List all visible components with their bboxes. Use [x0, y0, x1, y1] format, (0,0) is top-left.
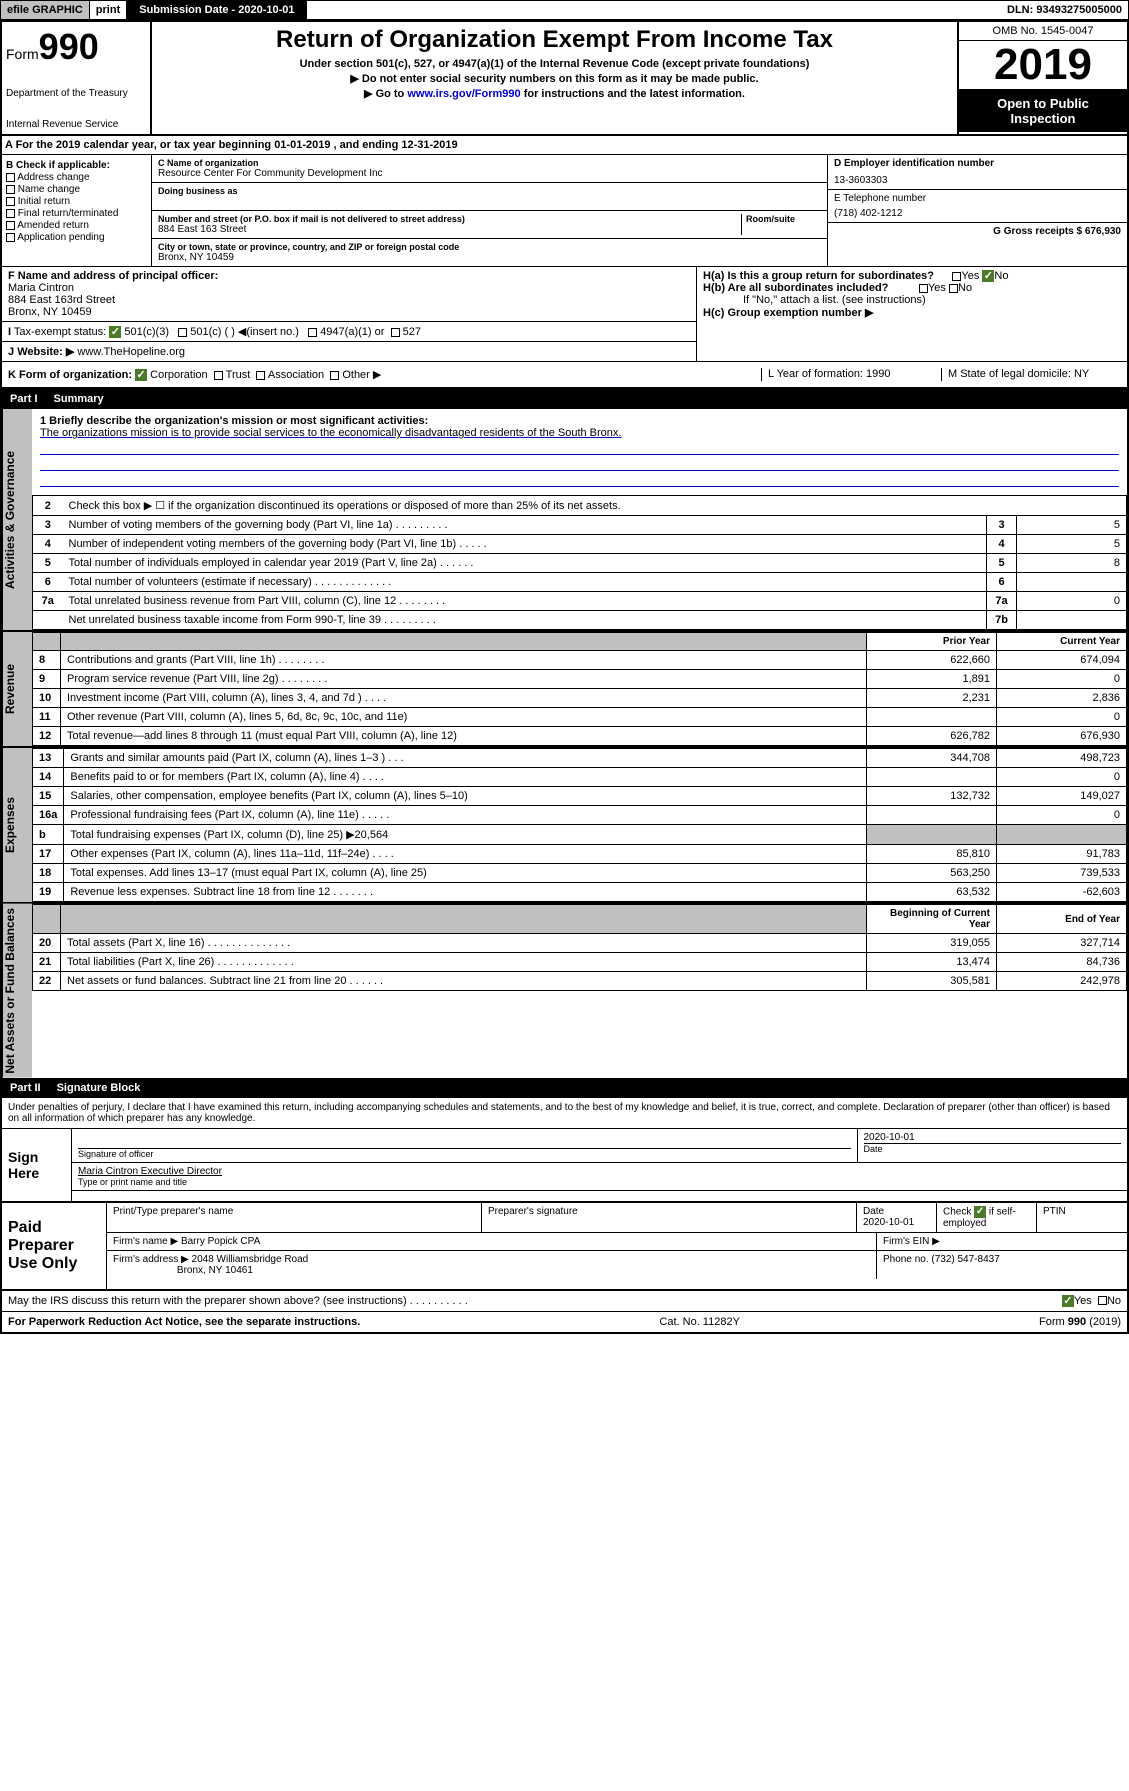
gross-receipts: G Gross receipts $ 676,930	[993, 226, 1121, 237]
paid-preparer-block: Paid Preparer Use Only Print/Type prepar…	[2, 1203, 1127, 1291]
paid-preparer-label: Paid Preparer Use Only	[2, 1203, 107, 1289]
side-label-expenses: Expenses	[2, 748, 32, 902]
sig-date: 2020-10-01	[864, 1132, 1122, 1143]
submission-date: Submission Date - 2020-10-01	[127, 1, 306, 19]
city-label: City or town, state or province, country…	[158, 242, 821, 252]
form-footer: For Paperwork Reduction Act Notice, see …	[2, 1312, 1127, 1332]
dept-label: Department of the Treasury	[6, 88, 146, 99]
subtitle-3: ▶ Go to www.irs.gov/Form990 for instruct…	[156, 87, 953, 100]
check-501c3-icon: ✓	[109, 326, 121, 338]
check-corporation-icon: ✓	[135, 369, 147, 381]
check-amended[interactable]: Amended return	[6, 220, 147, 231]
officer-printed-name: Maria Cintron Executive Director	[78, 1166, 1121, 1177]
top-bar: efile GRAPHIC print Submission Date - 20…	[0, 0, 1129, 20]
print-button[interactable]: print	[90, 1, 127, 19]
check-initial-return[interactable]: Initial return	[6, 196, 147, 207]
check-address-change[interactable]: Address change	[6, 172, 147, 183]
omb-number: OMB No. 1545-0047	[959, 22, 1127, 41]
firm-addr1: 2048 Williamsbridge Road	[192, 1254, 309, 1265]
firm-ein-label: Firm's EIN ▶	[877, 1233, 1127, 1250]
firm-phone: Phone no. (732) 547-8437	[877, 1251, 1127, 1279]
ein-value: 13-3603303	[834, 175, 1121, 186]
f-label: F Name and address of principal officer:	[8, 270, 218, 282]
street-value: 884 East 163 Street	[158, 224, 741, 235]
website-value[interactable]: www.TheHopeline.org	[77, 346, 185, 358]
firm-addr2: Bronx, NY 10461	[177, 1265, 253, 1276]
preparer-sig-label: Preparer's signature	[482, 1203, 857, 1232]
hc-question: H(c) Group exemption number ▶	[703, 306, 1121, 319]
signature-declaration: Under penalties of perjury, I declare th…	[2, 1098, 1127, 1129]
expenses-table: 13Grants and similar amounts paid (Part …	[32, 748, 1127, 902]
governance-table: 2Check this box ▶ ☐ if the organization …	[32, 495, 1127, 630]
block-fij: F Name and address of principal officer:…	[2, 267, 1127, 362]
year-formation: L Year of formation: 1990	[761, 368, 941, 381]
form-number: Form990	[6, 26, 146, 68]
open-inspection: Open to Public Inspection	[959, 90, 1127, 132]
tax-exempt-label: Tax-exempt status:	[14, 326, 106, 338]
mission-question: 1 Briefly describe the organization's mi…	[40, 415, 1119, 427]
check-final-return[interactable]: Final return/terminated	[6, 208, 147, 219]
part-1-header: Part I Summary	[2, 389, 1127, 409]
subtitle-2: ▶ Do not enter social security numbers o…	[156, 72, 953, 85]
instructions-link[interactable]: www.irs.gov/Form990	[407, 88, 520, 100]
preparer-name-label: Print/Type preparer's name	[107, 1203, 482, 1232]
side-label-revenue: Revenue	[2, 632, 32, 746]
b-label: B Check if applicable:	[6, 160, 147, 171]
hb-note: If "No," attach a list. (see instruction…	[743, 294, 1121, 306]
net-assets-table: Beginning of Current YearEnd of Year20To…	[32, 904, 1127, 991]
form-title: Return of Organization Exempt From Incom…	[156, 26, 953, 54]
dln-number: DLN: 93493275005000	[1001, 1, 1128, 19]
d-label: D Employer identification number	[834, 158, 1121, 169]
c-label: C Name of organization	[158, 158, 821, 168]
revenue-table: Prior YearCurrent Year8Contributions and…	[32, 632, 1127, 746]
city-value: Bronx, NY 10459	[158, 252, 821, 263]
side-label-net: Net Assets or Fund Balances	[2, 904, 32, 1078]
street-label: Number and street (or P.O. box if mail i…	[158, 214, 741, 224]
website-label: Website: ▶	[17, 346, 74, 358]
sig-date-label: Date	[864, 1143, 1122, 1154]
side-label-governance: Activities & Governance	[2, 409, 32, 630]
check-name-change[interactable]: Name change	[6, 184, 147, 195]
phone-value: (718) 402-1212	[834, 208, 1121, 219]
officer-addr1: 884 East 163rd Street	[8, 294, 115, 306]
tax-year: 2019	[959, 41, 1127, 90]
sign-here-block: Sign Here Signature of officer 2020-10-0…	[2, 1129, 1127, 1203]
efile-label: efile GRAPHIC	[1, 1, 90, 19]
form-header: Form990 Department of the Treasury Inter…	[2, 22, 1127, 136]
state-domicile: M State of legal domicile: NY	[941, 368, 1121, 381]
org-name: Resource Center For Community Developmen…	[158, 168, 821, 179]
e-label: E Telephone number	[834, 193, 1121, 204]
firm-name: Barry Popick CPA	[181, 1236, 260, 1247]
may-discuss-row: May the IRS discuss this return with the…	[2, 1291, 1127, 1312]
sig-officer-label: Signature of officer	[78, 1148, 851, 1159]
part-2-header: Part II Signature Block	[2, 1078, 1127, 1098]
check-pending[interactable]: Application pending	[6, 232, 147, 243]
dba-label: Doing business as	[158, 186, 821, 196]
ptin-label: PTIN	[1037, 1203, 1127, 1232]
irs-label: Internal Revenue Service	[6, 119, 146, 130]
sign-here-label: Sign Here	[2, 1129, 72, 1201]
self-employed-check[interactable]: Check ✓ if self-employed	[937, 1203, 1037, 1232]
row-a-period: A For the 2019 calendar year, or tax yea…	[2, 136, 1127, 155]
discuss-yes-check-icon[interactable]: ✓	[1062, 1295, 1074, 1307]
mission-text: The organizations mission is to provide …	[40, 427, 1119, 439]
room-label: Room/suite	[746, 214, 821, 224]
address-block: B Check if applicable: Address change Na…	[2, 155, 1127, 267]
officer-addr2: Bronx, NY 10459	[8, 306, 92, 318]
row-klm: K Form of organization: ✓ Corporation Tr…	[2, 362, 1127, 389]
officer-name: Maria Cintron	[8, 282, 74, 294]
hb-question: H(b) Are all subordinates included? Yes …	[703, 282, 1121, 294]
name-label: Type or print name and title	[78, 1177, 1121, 1187]
ha-question: H(a) Is this a group return for subordin…	[703, 270, 1121, 282]
subtitle-1: Under section 501(c), 527, or 4947(a)(1)…	[156, 58, 953, 70]
